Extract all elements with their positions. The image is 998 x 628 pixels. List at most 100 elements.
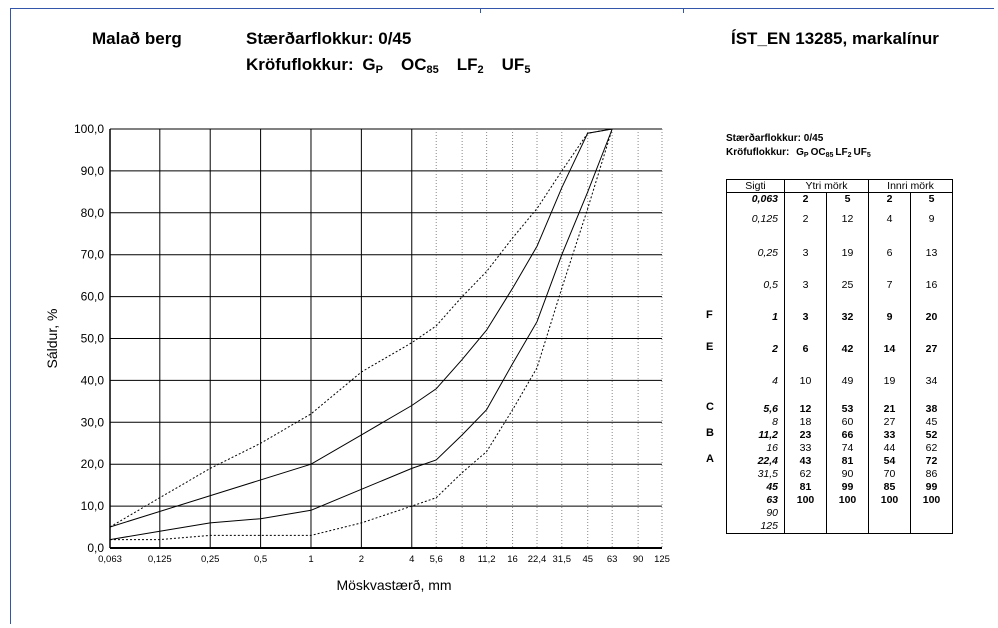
x-axis-label: Möskvastærð, mm [336, 577, 451, 593]
cell-ytri-upper: 19 [826, 247, 869, 279]
cell-ytri-lower: 43 [784, 455, 827, 468]
requirement-item-sub: P [803, 152, 809, 159]
cell-innri-lower: 7 [868, 279, 911, 311]
row-label: C [706, 401, 714, 413]
x-tick-label: 31,5 [553, 554, 572, 565]
table-row: 0,063 2 5 2 5 [726, 192, 953, 213]
cell-innri-upper: 20 [910, 311, 953, 343]
table-row: 0,25 3 19 6 13 [726, 247, 953, 279]
requirement-item-sub: 5 [524, 64, 531, 76]
table-row: 22,4 43 81 54 72 [726, 455, 953, 468]
cell-sigti: 0,5 [726, 279, 785, 311]
y-axis-label: Sáldur, % [44, 309, 60, 369]
requirement-item: LF2 [835, 147, 852, 159]
cell-sigti: 0,063 [726, 192, 785, 213]
table-title-items: GP OC85 LF2 UF5 [792, 147, 871, 159]
x-tick-label: 1 [308, 554, 313, 565]
requirement-item-base: UF [501, 55, 525, 74]
sieve-table-body: 0,063 2 5 2 5 0,125 2 12 4 9 0,25 3 19 6 13 0,5 3 25 7 16 1 3… [726, 192, 953, 534]
frame-left-border [10, 8, 11, 624]
cell-innri-upper: 100 [910, 494, 953, 507]
cell-ytri-upper: 100 [826, 494, 869, 507]
cell-innri-upper: 16 [910, 279, 953, 311]
cell-ytri-lower: 3 [784, 247, 827, 279]
cell-innri-lower: 44 [868, 442, 911, 455]
x-tick-label: 5,6 [430, 554, 443, 565]
cell-sigti: 45 [726, 481, 785, 494]
requirement-item: OC85 [400, 55, 439, 76]
table-row: 0,125 2 12 4 9 [726, 213, 953, 247]
cell-ytri-upper: 49 [826, 375, 869, 403]
cell-ytri-upper: 99 [826, 481, 869, 494]
frame-top-border [10, 8, 994, 9]
series-line-4 [110, 128, 613, 541]
x-tick-label: 45 [582, 554, 593, 565]
cell-innri-upper: 45 [910, 416, 953, 429]
size-class-title: Stærðarflokkur: 0/45 [246, 29, 412, 48]
table-row: 125 [726, 520, 953, 534]
cell-sigti: 4 [726, 375, 785, 403]
y-tick-label: 100,0 [74, 122, 104, 136]
col-sigti: Sigti [726, 179, 785, 193]
cell-innri-lower: 4 [868, 213, 911, 247]
requirement-item-sub: 5 [866, 152, 871, 159]
table-title-size-class: Stærðarflokkur: 0/45 [726, 133, 824, 144]
cell-ytri-upper: 90 [826, 468, 869, 481]
requirement-item-base: OC [810, 147, 826, 158]
cell-sigti: 11,2 [726, 429, 785, 442]
table-row: 63 100 100 100 100 [726, 494, 953, 507]
table-row: 16 33 74 44 62 [726, 442, 953, 455]
y-tick-label: 0,0 [87, 541, 104, 555]
requirement-item: UF5 [501, 55, 531, 76]
row-label: E [706, 341, 714, 353]
cell-ytri-upper: 81 [826, 455, 869, 468]
cell-ytri-upper: 74 [826, 442, 869, 455]
requirement-item-sub: 2 [477, 64, 484, 76]
cell-ytri-lower: 2 [784, 192, 827, 213]
cell-innri-upper: 72 [910, 455, 953, 468]
sieve-table: Sigti Ytri mörk Innri mörk 0,063 2 5 2 5 0,12… [726, 179, 953, 534]
cell-sigti: 0,25 [726, 247, 785, 279]
x-tick-label: 16 [507, 554, 518, 565]
requirement-item-sub: 85 [825, 152, 834, 159]
cell-innri-lower: 54 [868, 455, 911, 468]
cell-ytri-upper: 53 [826, 403, 869, 416]
cell-ytri-lower: 2 [784, 213, 827, 247]
cell-innri-lower [868, 507, 911, 520]
x-tick-label: 0,25 [201, 554, 220, 565]
cell-sigti: 5,6 [726, 403, 785, 416]
y-tick-label: 10,0 [81, 499, 105, 513]
y-tick-label: 30,0 [81, 415, 105, 429]
table-row: 90 [726, 507, 953, 520]
cell-ytri-upper [826, 507, 869, 520]
frame-tick [480, 8, 481, 13]
cell-innri-lower: 6 [868, 247, 911, 279]
cell-innri-lower: 14 [868, 343, 911, 375]
requirement-item-base: LF [456, 55, 478, 74]
cell-innri-lower: 85 [868, 481, 911, 494]
product-title: Malað berg [92, 29, 182, 48]
cell-innri-upper: 13 [910, 247, 953, 279]
table-row: 11,2 23 66 33 52 [726, 429, 953, 442]
cell-sigti: 0,125 [726, 213, 785, 247]
cell-innri-upper: 62 [910, 442, 953, 455]
y-tick-label: 50,0 [81, 332, 105, 346]
cell-sigti: 1 [726, 311, 785, 343]
requirement-item-base: OC [400, 55, 427, 74]
cell-ytri-lower: 3 [784, 311, 827, 343]
requirement-items: GP OC85 LF2 UF5 [358, 55, 531, 76]
cell-innri-lower: 2 [868, 192, 911, 213]
col-ytri-mork: Ytri mörk [784, 179, 869, 193]
requirement-class-title: Kröfuflokkur: GP OC85 LF2 UF5 [246, 55, 530, 76]
cell-sigti: 16 [726, 442, 785, 455]
cell-innri-lower: 100 [868, 494, 911, 507]
cell-innri-lower: 70 [868, 468, 911, 481]
cell-ytri-lower: 100 [784, 494, 827, 507]
requirement-item: LF2 [456, 55, 484, 76]
requirement-item-sub: 2 [847, 152, 852, 159]
x-tick-label: 2 [359, 554, 364, 565]
cell-innri-lower [868, 520, 911, 534]
cell-innri-lower: 9 [868, 311, 911, 343]
cell-sigti: 2 [726, 343, 785, 375]
table-row: 1 3 32 9 20 [726, 311, 953, 343]
